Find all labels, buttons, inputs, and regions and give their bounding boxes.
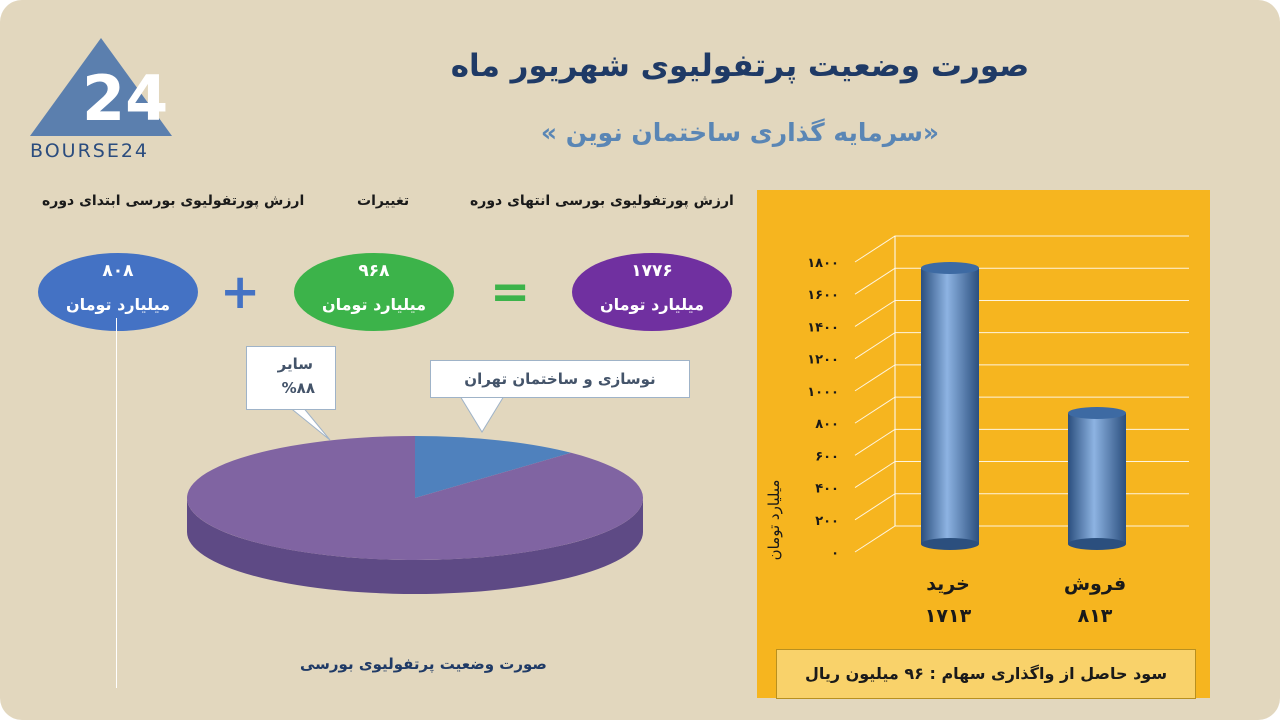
bar-y-ticks: ۰ ۲۰۰ ۴۰۰ ۶۰۰ ۸۰۰ ۱۰۰۰ ۱۲۰۰ ۱۴۰۰ ۱۶۰۰ ۱۸۰۰ bbox=[807, 256, 839, 561]
end-value-unit: میلیارد تومان bbox=[599, 295, 705, 314]
bar-y-axis-label: میلیارد تومان bbox=[765, 480, 783, 561]
y-tick-label: ۱۸۰۰ bbox=[807, 256, 839, 271]
logo-mark-text: 24 bbox=[82, 62, 168, 135]
y-tick-label: ۸۰۰ bbox=[815, 417, 839, 432]
bar-1 bbox=[1068, 413, 1126, 544]
changes-unit: میلیارد تومان bbox=[321, 295, 427, 314]
plus-sign: + bbox=[220, 264, 261, 320]
header-end-value: ارزش پورتفولیوی بورسی انتهای دوره bbox=[470, 193, 734, 209]
pie-group bbox=[187, 436, 644, 594]
changes-number: ۹۶۸ bbox=[358, 261, 390, 281]
bar-base-1 bbox=[1068, 538, 1126, 550]
callout-other: سایر %۸۸ bbox=[246, 346, 336, 410]
y-tick-label: ۶۰۰ bbox=[815, 449, 839, 464]
pie-slice-tehran bbox=[415, 436, 572, 498]
header-start-value: ارزش پورتفولیوی بورسی ابتدای دوره bbox=[42, 193, 305, 209]
header-changes: تغییرات bbox=[357, 193, 410, 209]
divider-line bbox=[116, 318, 117, 688]
sale-profit-box: سود حاصل از واگذاری سهام : ۹۶ میلیون ریا… bbox=[776, 649, 1196, 699]
callout-other-value: %۸۸ bbox=[281, 379, 315, 397]
end-value-oval: ۱۷۷۶ میلیارد تومان bbox=[572, 253, 732, 331]
callout-tehran-label: نوسازی و ساختمان تهران bbox=[464, 370, 656, 388]
y-tick-label: ۲۰۰ bbox=[815, 514, 839, 529]
bar-grid bbox=[854, 235, 1189, 553]
callout-tehran: نوسازی و ساختمان تهران bbox=[430, 360, 690, 398]
grid-line bbox=[854, 267, 1189, 295]
callout-tehran-pointer bbox=[459, 395, 505, 433]
bar-category-label: فروش bbox=[1064, 573, 1126, 595]
pie-side bbox=[187, 498, 643, 594]
page-subtitle: «سرمایه گذاری ساختمان نوین » bbox=[540, 118, 940, 147]
y-tick-label: ۴۰۰ bbox=[815, 482, 839, 497]
grid-line bbox=[854, 235, 1189, 263]
bar-labels: خرید ۱۷۱۳ فروش ۸۱۳ bbox=[925, 573, 1126, 627]
bar-base-0 bbox=[921, 538, 979, 550]
grid-line bbox=[854, 332, 1189, 360]
bar-value-label: ۱۷۱۳ bbox=[925, 605, 972, 627]
bar-chart: ۰ ۲۰۰ ۴۰۰ ۶۰۰ ۸۰۰ ۱۰۰۰ ۱۲۰۰ ۱۴۰۰ ۱۶۰۰ ۱۸۰۰ خرید ۱۷… bbox=[765, 235, 1189, 627]
grid-line bbox=[854, 364, 1189, 392]
grid-line bbox=[854, 493, 1189, 521]
bar-value-label: ۸۱۳ bbox=[1078, 605, 1113, 627]
bar-0 bbox=[921, 268, 979, 544]
y-tick-label: ۱۶۰۰ bbox=[807, 288, 839, 303]
grid-line bbox=[854, 428, 1189, 456]
grid-line bbox=[854, 525, 1189, 553]
bar-category-label: خرید bbox=[926, 573, 970, 595]
start-value-number: ۸۰۸ bbox=[102, 261, 134, 281]
y-tick-label: ۰ bbox=[831, 546, 839, 561]
bar-bars bbox=[921, 262, 1126, 550]
end-value-number: ۱۷۷۶ bbox=[631, 261, 673, 281]
y-tick-label: ۱۴۰۰ bbox=[807, 320, 839, 335]
page-title: صورت وضعیت پرتفولیوی شهریور ماه bbox=[450, 48, 1030, 84]
start-value-oval: ۸۰۸ میلیارد تومان bbox=[38, 253, 198, 331]
grid-line bbox=[854, 461, 1189, 488]
pie-slice-other bbox=[187, 436, 644, 560]
grid-line bbox=[854, 299, 1189, 327]
pie-caption: صورت وضعیت پرتفولیوی بورسی bbox=[300, 655, 547, 673]
callout-other-pointer bbox=[286, 405, 331, 441]
pie-chart bbox=[187, 395, 644, 594]
grid-line bbox=[854, 396, 1189, 424]
changes-oval: ۹۶۸ میلیارد تومان bbox=[294, 253, 454, 331]
bar-chart-panel: ۰ ۲۰۰ ۴۰۰ ۶۰۰ ۸۰۰ ۱۰۰۰ ۱۲۰۰ ۱۴۰۰ ۱۶۰۰ ۱۸۰۰ خرید ۱۷… bbox=[757, 190, 1210, 698]
callout-other-label: سایر bbox=[277, 355, 313, 373]
y-tick-label: ۱۰۰۰ bbox=[807, 385, 839, 400]
bar-top-0 bbox=[921, 262, 979, 275]
y-tick-label: ۱۲۰۰ bbox=[807, 353, 839, 368]
bar-top-1 bbox=[1068, 407, 1126, 420]
start-value-unit: میلیارد تومان bbox=[65, 295, 171, 314]
equals-sign: = bbox=[490, 264, 531, 320]
bourse24-logo-mark: 24 bbox=[30, 38, 172, 136]
logo-text: BOURSE24 bbox=[30, 140, 150, 162]
